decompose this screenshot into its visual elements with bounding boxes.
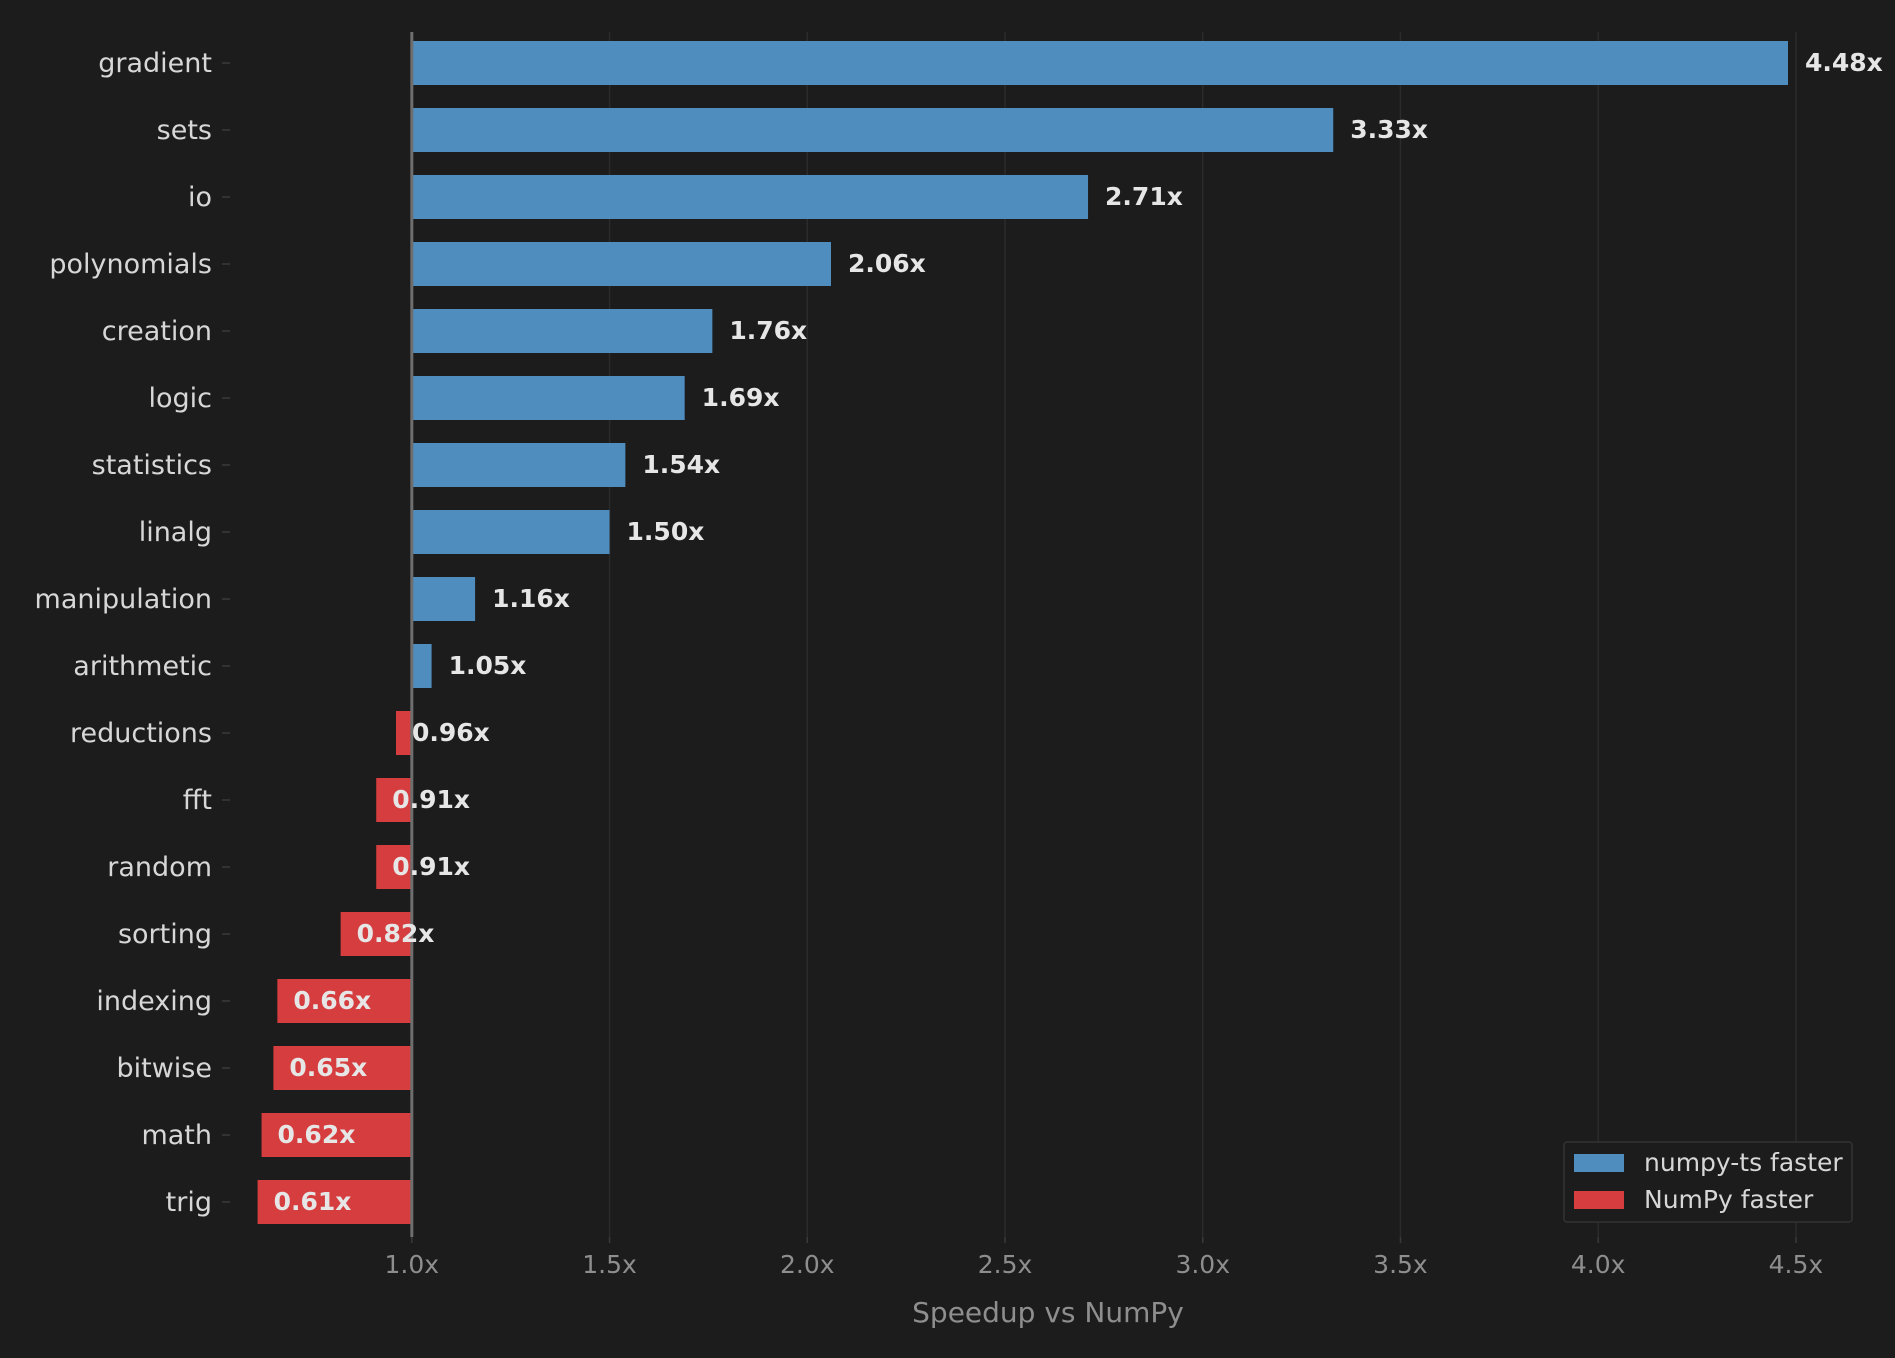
bar-manipulation: [411, 577, 476, 621]
legend-box: [1563, 1141, 1853, 1223]
value-label: 3.33x: [1350, 115, 1428, 144]
bar-random: [376, 845, 412, 889]
value-label: 4.48x: [1805, 48, 1883, 77]
x-tick-label: 3.0x: [1175, 1250, 1230, 1279]
category-label: creation: [102, 316, 212, 347]
bar-bitwise: [273, 1046, 412, 1090]
bars: [257, 41, 1789, 1224]
bar-statistics: [411, 443, 626, 487]
value-label: 0.91x: [392, 785, 470, 814]
x-tick-label: 1.5x: [582, 1250, 637, 1279]
legend-swatch: [1574, 1191, 1624, 1209]
category-label: bitwise: [117, 1053, 213, 1084]
category-label: sets: [157, 115, 212, 146]
bar-fft: [376, 778, 412, 822]
legend-label: numpy-ts faster: [1644, 1148, 1843, 1177]
x-axis: 1.0x 1.5x 2.0x 2.5x 3.0x 3.5x 4.0x 4.5x: [385, 1237, 1824, 1279]
bar-polynomials: [411, 242, 831, 286]
category-label: gradient: [98, 48, 212, 79]
x-axis-title: Speedup vs NumPy: [912, 1296, 1184, 1329]
category-label: sorting: [118, 919, 212, 950]
value-labels: 4.48x 3.33x 2.71x 2.06x 1.76x 1.69x 1.54x 1.50x…: [274, 48, 1883, 1216]
value-label: 0.96x: [412, 718, 490, 747]
category-label: manipulation: [35, 584, 212, 615]
x-tick-label: 3.5x: [1373, 1250, 1428, 1279]
value-label: 1.16x: [492, 584, 570, 613]
category-label: logic: [148, 383, 212, 414]
category-label: reductions: [70, 718, 212, 749]
value-label: 0.62x: [278, 1120, 356, 1149]
legend: numpy-ts faster NumPy faster: [1563, 1141, 1853, 1223]
category-label: io: [188, 182, 212, 213]
value-label: 1.05x: [449, 651, 527, 680]
value-label: 0.82x: [357, 919, 435, 948]
bar-logic: [411, 376, 685, 420]
bar-sets: [411, 108, 1334, 152]
bar-arithmetic: [411, 644, 432, 688]
value-label: 2.71x: [1105, 182, 1183, 211]
category-label: random: [107, 852, 212, 883]
value-label: 1.69x: [702, 383, 780, 412]
bar-io: [411, 175, 1089, 219]
x-tick-label: 2.5x: [978, 1250, 1033, 1279]
bar-creation: [411, 309, 713, 353]
value-label: 1.54x: [642, 450, 720, 479]
legend-swatch: [1574, 1154, 1624, 1172]
value-label: 2.06x: [848, 249, 926, 278]
category-label: trig: [166, 1187, 212, 1218]
bar-math: [261, 1113, 412, 1157]
category-label: linalg: [139, 517, 212, 548]
x-tick-label: 4.5x: [1769, 1250, 1824, 1279]
bar-sorting: [340, 912, 412, 956]
x-tick-label: 1.0x: [385, 1250, 440, 1279]
value-label: 0.91x: [392, 852, 470, 881]
value-label: 1.50x: [627, 517, 705, 546]
category-label: math: [141, 1120, 212, 1151]
value-label: 0.61x: [274, 1187, 352, 1216]
value-label: 0.66x: [293, 986, 371, 1015]
bar-reductions: [396, 711, 412, 755]
category-labels: gradient sets io polynomials creation logic st…: [35, 48, 230, 1218]
category-label: indexing: [96, 986, 212, 1017]
category-label: statistics: [92, 450, 212, 481]
bar-trig: [257, 1180, 412, 1224]
x-tick-label: 4.0x: [1571, 1250, 1626, 1279]
category-label: arithmetic: [73, 651, 212, 682]
value-label: 1.76x: [729, 316, 807, 345]
bar-indexing: [277, 979, 412, 1023]
value-label: 0.65x: [289, 1053, 367, 1082]
category-label: fft: [183, 785, 212, 816]
x-tick-label: 2.0x: [780, 1250, 835, 1279]
legend-label: NumPy faster: [1644, 1185, 1814, 1214]
bar-gradient: [411, 41, 1789, 85]
bar-linalg: [411, 510, 610, 554]
grid-lines: [411, 32, 1797, 1237]
category-label: polynomials: [49, 249, 212, 280]
